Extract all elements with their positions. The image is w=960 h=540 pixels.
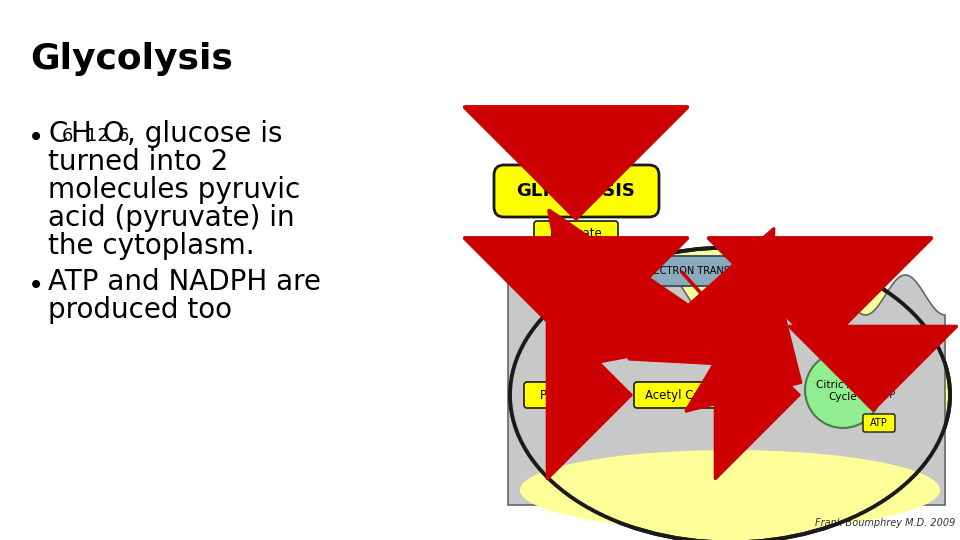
Text: ATP: ATP [870,418,888,428]
Text: ADP: ADP [876,390,897,400]
Circle shape [805,352,881,428]
Text: ADP: ADP [506,141,530,154]
Text: ELECTRON TRANSPORT SYSTEM: ELECTRON TRANSPORT SYSTEM [642,266,798,276]
Text: H+ Pool: H+ Pool [707,341,754,354]
Text: turned into 2: turned into 2 [48,148,228,176]
FancyBboxPatch shape [818,338,850,356]
Ellipse shape [520,450,940,530]
Text: Citric Acid: Citric Acid [816,380,870,390]
Text: ATP: ATP [582,142,600,152]
Text: acid (pyruvate) in: acid (pyruvate) in [48,204,295,232]
Text: O: O [102,120,124,148]
FancyBboxPatch shape [614,256,827,286]
Text: H: H [70,120,91,148]
Text: , glucose is: , glucose is [127,120,282,148]
Text: 6: 6 [118,127,130,145]
Text: ATP: ATP [826,342,843,352]
Text: ATP and NADPH are: ATP and NADPH are [48,268,321,296]
Text: Acetyl CoA: Acetyl CoA [645,388,708,402]
FancyBboxPatch shape [494,165,659,217]
Text: 6: 6 [62,127,73,145]
Text: •: • [28,124,44,152]
Text: Pyruvate: Pyruvate [550,227,602,240]
FancyBboxPatch shape [534,221,618,247]
FancyBboxPatch shape [863,414,895,432]
Text: ADP: ADP [833,325,853,335]
Text: produced too: produced too [48,296,232,324]
Text: 12: 12 [86,127,108,145]
Polygon shape [508,275,945,505]
FancyBboxPatch shape [634,382,720,408]
Text: C: C [48,120,67,148]
Text: GLYCOLYSIS: GLYCOLYSIS [516,182,636,200]
Text: •: • [28,272,44,300]
Text: molecules pyruvic: molecules pyruvic [48,176,300,204]
Text: Glycolysis: Glycolysis [30,42,233,76]
Ellipse shape [510,247,950,540]
Text: Pyruvate: Pyruvate [540,388,592,402]
Text: the cytoplasm.: the cytoplasm. [48,232,254,260]
FancyBboxPatch shape [524,382,608,408]
FancyBboxPatch shape [575,138,607,156]
Text: Cycle: Cycle [828,392,857,402]
Text: Frank Boumphrey M.D. 2009: Frank Boumphrey M.D. 2009 [815,518,955,528]
